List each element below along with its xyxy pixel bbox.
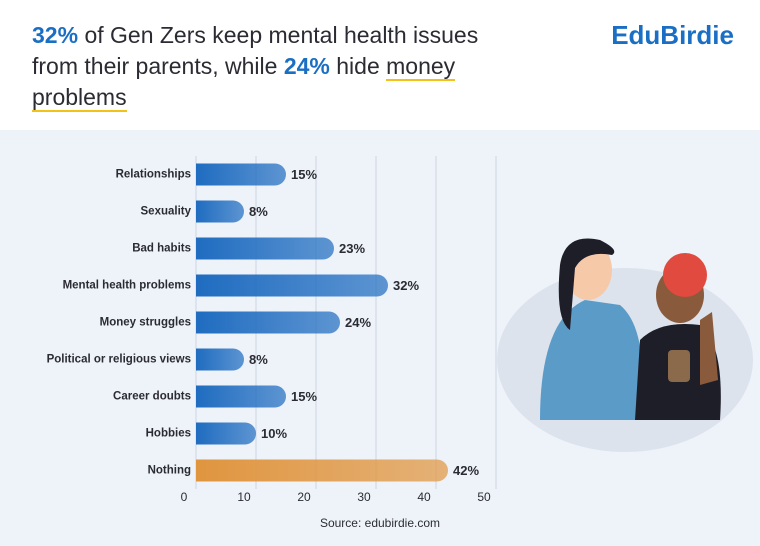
bar [196, 459, 448, 482]
bar [196, 237, 335, 260]
x-tick-label: 50 [477, 490, 491, 504]
value-label: 8% [249, 204, 268, 219]
bar [196, 385, 286, 408]
y-tick-label: Sexuality [141, 206, 192, 218]
y-tick-label: Bad habits [132, 243, 191, 255]
title-segment: 24% [283, 53, 330, 79]
title-segment: money problems [32, 53, 456, 112]
y-tick-label: Relationships [116, 169, 191, 181]
brand: EduBirdie [611, 20, 734, 50]
bar [196, 274, 388, 297]
value-label: 23% [339, 241, 365, 256]
value-label: 42% [453, 463, 479, 478]
title: 32% of Gen Zers keep mental health issue… [32, 20, 522, 113]
bar [196, 200, 244, 223]
header: 32% of Gen Zers keep mental health issue… [0, 0, 760, 130]
y-tick-label: Hobbies [146, 428, 191, 440]
bar [196, 163, 286, 186]
bar [196, 348, 244, 371]
title-segment: hide [336, 53, 380, 79]
value-label: 15% [291, 167, 317, 182]
value-label: 15% [291, 389, 317, 404]
bar [196, 422, 256, 445]
value-label: 24% [345, 315, 371, 330]
value-label: 10% [261, 426, 287, 441]
x-tick-label: 40 [417, 490, 431, 504]
value-label: 32% [393, 278, 419, 293]
x-tick-label: 0 [181, 490, 188, 504]
illustration [497, 238, 753, 452]
x-tick-label: 10 [237, 490, 251, 504]
source: Source: edubirdie.com [320, 516, 440, 530]
bar [196, 311, 340, 334]
y-tick-label: Nothing [148, 465, 191, 477]
y-tick-label: Money struggles [100, 317, 191, 329]
title-segment: of Gen Zers keep mental health issues fr… [32, 22, 479, 79]
x-tick-label: 20 [297, 490, 311, 504]
title-segment: 32% [32, 22, 79, 48]
y-tick-label: Mental health problems [63, 280, 191, 292]
value-label: 8% [249, 352, 268, 367]
y-tick-label: Political or religious views [47, 354, 191, 366]
x-tick-label: 30 [357, 490, 371, 504]
y-tick-label: Career doubts [113, 391, 191, 403]
